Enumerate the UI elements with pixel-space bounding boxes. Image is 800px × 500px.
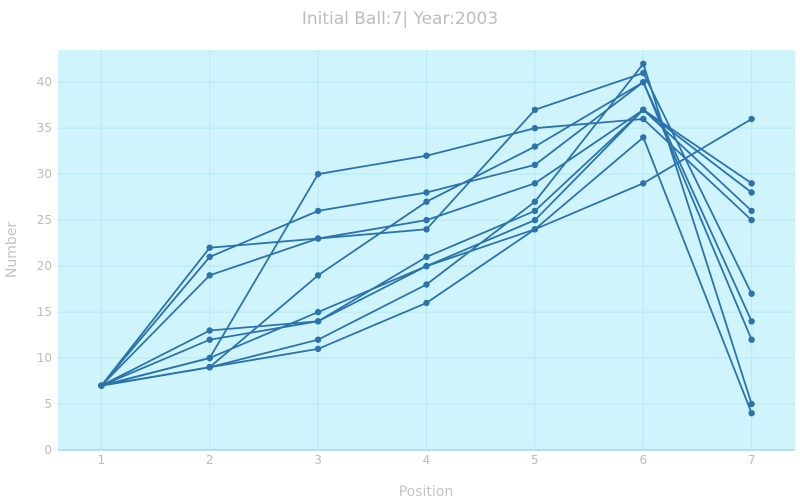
y-tick-label: 20 xyxy=(37,259,52,273)
data-point xyxy=(314,235,322,242)
data-point xyxy=(314,336,322,343)
x-tick-labels: 1 2 3 4 5 6 7 xyxy=(98,453,756,467)
data-point xyxy=(423,226,430,233)
data-point xyxy=(206,272,213,279)
x-tick-label: 5 xyxy=(531,453,539,467)
data-point xyxy=(423,253,430,261)
data-point xyxy=(98,382,105,389)
data-point xyxy=(314,308,322,316)
data-point xyxy=(748,410,755,417)
series-10 xyxy=(98,134,755,417)
data-point xyxy=(314,272,322,279)
data-point xyxy=(748,189,755,196)
data-point xyxy=(531,161,539,169)
data-point xyxy=(640,115,647,123)
data-point xyxy=(748,290,755,297)
y-tick-label: 10 xyxy=(37,351,52,365)
data-point xyxy=(531,216,539,224)
y-tick-label: 0 xyxy=(44,443,52,457)
data-point xyxy=(423,281,430,288)
data-point xyxy=(531,106,539,114)
data-point xyxy=(206,336,213,343)
chart-title: Initial Ball:7| Year:2003 xyxy=(302,9,498,29)
data-point xyxy=(314,345,322,353)
data-point xyxy=(423,152,430,159)
data-point xyxy=(423,198,430,205)
data-point xyxy=(640,134,647,141)
x-tick-label: 6 xyxy=(639,453,647,467)
x-tick-label: 4 xyxy=(423,453,431,467)
data-point xyxy=(531,180,539,187)
data-point xyxy=(314,318,322,325)
data-point xyxy=(748,318,755,325)
data-point xyxy=(423,216,430,224)
data-point xyxy=(423,262,430,270)
data-point xyxy=(423,189,430,196)
data-point xyxy=(206,327,213,334)
data-point xyxy=(206,354,213,362)
data-point xyxy=(314,170,322,178)
y-axis-label: Number xyxy=(4,222,20,278)
data-point xyxy=(640,180,647,187)
y-tick-label: 35 xyxy=(37,121,52,135)
x-tick-label: 3 xyxy=(314,453,322,467)
data-point xyxy=(531,207,539,215)
data-point xyxy=(314,207,322,215)
x-axis-label: Position xyxy=(399,484,454,500)
data-point xyxy=(206,253,213,261)
data-point xyxy=(748,207,755,215)
y-tick-label: 25 xyxy=(37,213,52,227)
data-point xyxy=(206,364,213,371)
data-point xyxy=(423,299,430,307)
x-tick-label: 7 xyxy=(748,453,756,467)
series-group xyxy=(98,60,755,417)
data-point xyxy=(748,336,755,343)
data-point xyxy=(531,226,539,233)
y-tick-labels: 0 5 10 15 20 25 30 35 40 xyxy=(37,75,52,457)
y-tick-label: 15 xyxy=(37,305,52,319)
x-tick-label: 2 xyxy=(206,453,214,467)
data-point xyxy=(531,125,539,132)
data-point xyxy=(206,244,213,251)
data-point xyxy=(531,143,539,150)
y-tick-label: 40 xyxy=(37,75,52,89)
x-tick-label: 1 xyxy=(98,453,106,467)
data-point xyxy=(640,60,647,67)
data-point xyxy=(748,115,755,123)
y-tick-label: 5 xyxy=(44,397,52,411)
y-tick-label: 30 xyxy=(37,167,52,181)
data-point xyxy=(640,106,647,114)
data-point xyxy=(640,79,647,86)
data-point xyxy=(531,198,539,205)
data-point xyxy=(748,180,755,187)
data-point xyxy=(748,400,755,408)
data-point xyxy=(748,216,755,224)
